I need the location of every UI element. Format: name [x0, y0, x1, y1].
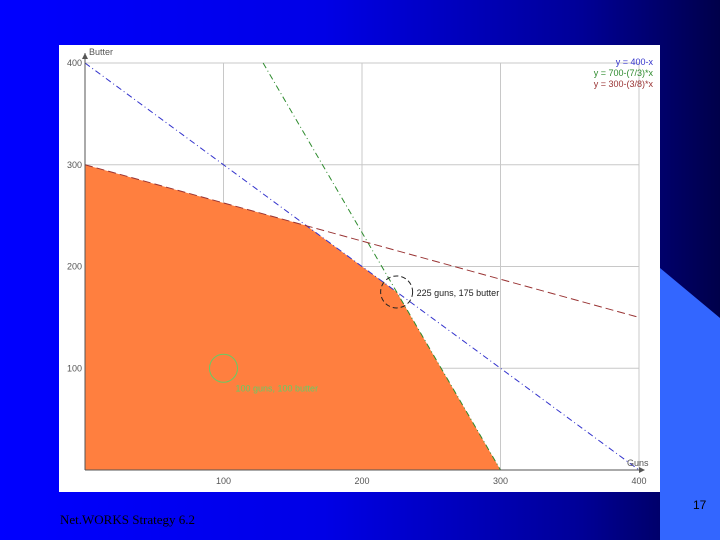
y-tick-label: 300 [67, 160, 82, 170]
optimum-marker-circle [380, 275, 414, 309]
series-line-1 [262, 62, 501, 471]
y-tick-label: 200 [67, 262, 82, 272]
y-tick-label: 100 [67, 363, 82, 373]
optimum-label: 225 guns, 175 butter [417, 288, 500, 298]
chart-panel: 100 200 300 400 100 200 300 400 Butter Guns y = 4… [59, 45, 660, 492]
y-axis-title: Butter [89, 47, 113, 57]
x-axis-title: Guns [627, 458, 649, 468]
y-axis-arrow-icon [82, 53, 88, 59]
feasible-region [85, 164, 501, 470]
region-layer [85, 164, 501, 470]
axes-layer [82, 53, 645, 473]
legend-entry-2: y = 300-(3/8)*x [594, 79, 654, 89]
x-axis-arrow-icon [639, 467, 645, 473]
series-line-0 [84, 62, 640, 471]
x-tick-label: 200 [354, 476, 369, 486]
y-tick-label: 400 [67, 58, 82, 68]
x-tick-label: 400 [631, 476, 646, 486]
interior-point-label: 100 guns, 100 butter [236, 383, 319, 393]
legend-entry-1: y = 700-(7/3)*x [594, 68, 654, 78]
chart-svg: 100 200 300 400 100 200 300 400 Butter Guns y = 4… [67, 47, 654, 486]
lines-layer [84, 62, 640, 471]
annotation-layer: 225 guns, 175 butter 100 guns, 100 butter [209, 275, 500, 393]
legend-entry-0: y = 400-x [616, 57, 654, 67]
interior-point-circle [209, 353, 238, 383]
x-tick-label: 100 [216, 476, 231, 486]
legend-layer: y = 400-xy = 700-(7/3)*xy = 300-(3/8)*x [594, 57, 654, 89]
footer-text: Net.WORKS Strategy 6.2 [60, 512, 196, 527]
x-tick-label: 300 [493, 476, 508, 486]
labels-layer: 100 200 300 400 100 200 300 400 Butter Guns [67, 47, 649, 486]
page-number: 17 [693, 498, 707, 512]
